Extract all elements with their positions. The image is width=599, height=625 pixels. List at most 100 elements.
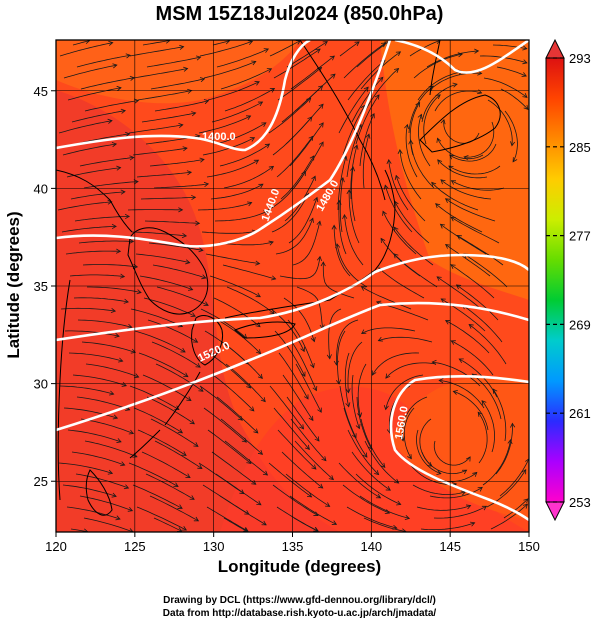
streamline: [154, 100, 209, 112]
streamline-arrow: [472, 471, 478, 477]
streamline: [220, 418, 263, 455]
streamline-arrow: [357, 412, 363, 418]
streamline: [409, 40, 441, 57]
streamline: [212, 40, 230, 46]
streamline: [481, 400, 496, 453]
streamline-arrow: [450, 264, 456, 269]
japan-shikoku: [234, 321, 296, 339]
streamline-arrow: [120, 108, 126, 114]
streamline-arrow: [181, 451, 187, 456]
streamline: [405, 124, 418, 178]
streamline: [395, 175, 426, 222]
streamline: [82, 264, 138, 268]
streamline: [218, 241, 274, 246]
streamline-arrow: [195, 220, 201, 226]
streamline: [84, 440, 138, 458]
streamline: [433, 440, 471, 466]
streamline-arrow: [180, 347, 186, 353]
streamline-arrow: [311, 464, 317, 470]
streamline: [223, 165, 274, 189]
wind-streamlines: [57, 40, 529, 532]
streamline: [282, 374, 314, 421]
streamline: [199, 385, 243, 421]
streamline: [215, 473, 262, 506]
streamline: [131, 231, 187, 237]
streamline-arrow: [125, 131, 131, 137]
streamline-arrow: [449, 154, 455, 160]
streamline-arrow: [257, 101, 264, 107]
streamline-arrow: [197, 464, 203, 469]
colorbar-tick-label: 269: [569, 317, 591, 332]
streamline-arrow: [133, 98, 140, 104]
streamline: [361, 327, 416, 334]
streamline: [500, 88, 529, 110]
streamline: [450, 216, 500, 244]
streamline-arrow: [330, 73, 336, 79]
x-tick-label: 130: [203, 539, 225, 554]
streamline: [364, 68, 399, 112]
streamline: [203, 61, 256, 79]
streamline-arrow: [457, 52, 463, 58]
streamline-arrow: [465, 504, 472, 510]
streamline: [417, 71, 463, 101]
streamline-arrow: [404, 515, 411, 521]
streamline-arrow: [360, 286, 367, 291]
streamline: [337, 330, 346, 384]
streamline: [496, 66, 527, 77]
streamline-arrow: [468, 323, 474, 329]
streamline-arrow: [458, 358, 464, 364]
cool-region-north: [56, 40, 300, 104]
streamline-arrow: [116, 165, 122, 171]
streamline: [436, 276, 482, 310]
ryukyu-islands: [129, 371, 201, 459]
streamline: [136, 506, 187, 531]
streamline-arrow: [394, 174, 400, 181]
streamline-arrow: [512, 157, 518, 163]
streamline-arrow: [336, 199, 342, 205]
streamline: [388, 159, 409, 211]
streamline-arrow: [251, 479, 257, 485]
x-axis-title: Longitude (degrees): [217, 557, 382, 576]
streamline-arrow: [510, 422, 516, 428]
streamline: [146, 396, 195, 425]
streamline-arrow: [317, 407, 322, 413]
streamline: [279, 256, 321, 280]
streamline-arrow: [326, 354, 332, 360]
streamline-arrow: [199, 157, 205, 163]
streamline: [433, 505, 487, 519]
streamline-arrow: [115, 248, 122, 254]
streamline-arrow: [320, 261, 326, 267]
streamline: [203, 407, 247, 443]
streamline-arrow: [261, 122, 267, 127]
streamline: [67, 87, 122, 101]
streamline-arrow: [318, 483, 324, 489]
streamline: [133, 407, 183, 434]
streamline-arrow: [256, 500, 262, 506]
streamline: [472, 373, 502, 420]
streamline: [347, 429, 379, 475]
streamline: [445, 198, 496, 222]
streamline-arrow: [382, 210, 387, 216]
colorbar-body: [545, 57, 565, 503]
streamline-arrow: [385, 486, 391, 491]
streamline: [206, 159, 259, 178]
credit-drawing: Drawing by DCL (https://www.gfd-dennou.o…: [163, 595, 436, 606]
streamline: [149, 159, 205, 167]
streamline: [224, 440, 268, 476]
taiwan-coast: [85, 469, 113, 516]
streamline: [382, 211, 417, 255]
streamline: [144, 220, 200, 224]
streamline: [84, 100, 139, 112]
streamline: [198, 115, 251, 134]
streamline-arrow: [450, 180, 457, 185]
streamline: [220, 68, 272, 90]
streamline: [393, 253, 438, 288]
streamline-arrow: [436, 470, 442, 476]
streamline-arrow: [112, 414, 119, 420]
credit-data: Data from http://database.rish.kyoto-u.a…: [162, 608, 437, 619]
streamline: [78, 240, 134, 244]
streamline: [149, 495, 199, 522]
streamline-arrow: [107, 118, 113, 124]
streamline-arrow: [318, 85, 324, 91]
